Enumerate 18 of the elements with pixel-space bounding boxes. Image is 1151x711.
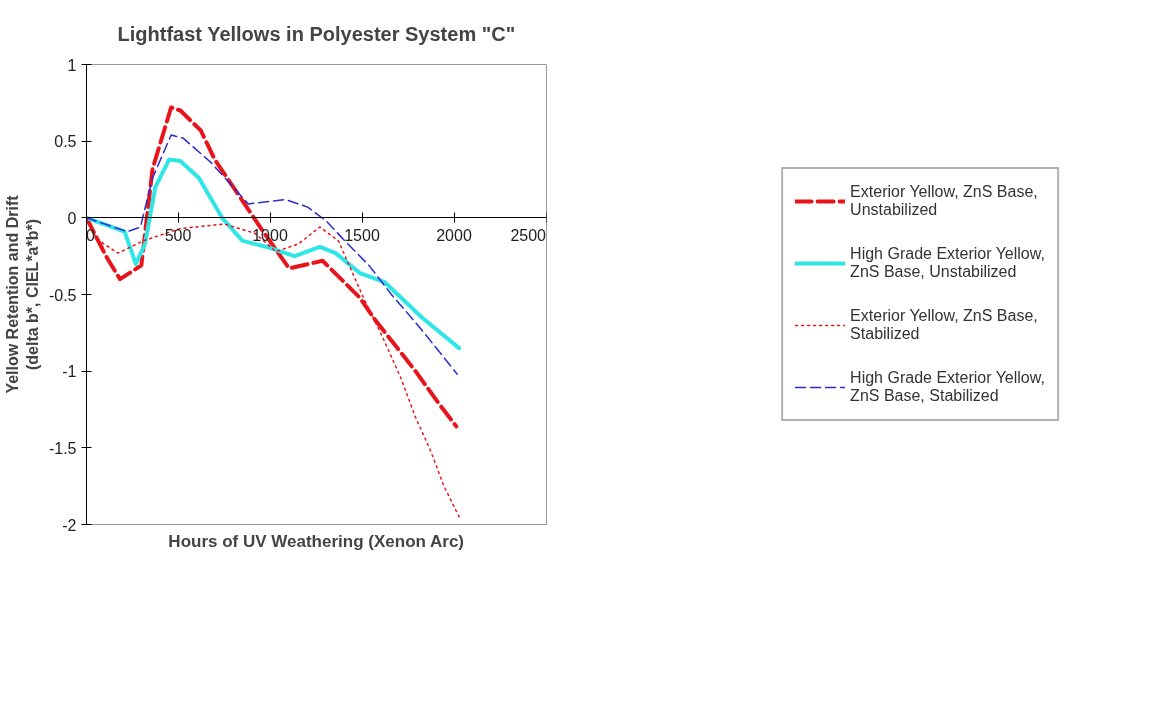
legend-label: Exterior Yellow, ZnS Base, Stabilized <box>850 306 1038 344</box>
y-tick-label: 0.5 <box>54 133 77 151</box>
chart-title: Lightfast Yellows in Polyester System "C" <box>117 22 516 45</box>
y-tick-label: -1.5 <box>48 439 77 457</box>
x-axis-title: Hours of UV Weathering (Xenon Arc) <box>168 531 465 551</box>
y-tick-label: -1 <box>62 363 77 381</box>
legend-label: High Grade Exterior Yellow, ZnS Base, Stabilized <box>850 368 1045 406</box>
y-axis-title: Yellow Retention and Drift (delta b*, CIEL*a*b*) <box>3 194 41 394</box>
x-tick-label: 2500 <box>510 227 546 246</box>
x-tick-label: 1500 <box>344 227 380 246</box>
legend-label: Exterior Yellow, ZnS Base, Unstabilized <box>850 182 1038 220</box>
x-tick-label: 500 <box>164 227 192 246</box>
legend-label: High Grade Exterior Yellow, ZnS Base, Unstabilized <box>850 244 1045 282</box>
y-tick-label: 0 <box>67 209 77 227</box>
y-tick-label: 1 <box>67 56 77 74</box>
x-tick-label: 2000 <box>436 227 472 246</box>
y-tick-label: -0.5 <box>48 286 77 304</box>
y-tick-label: -2 <box>62 516 77 534</box>
